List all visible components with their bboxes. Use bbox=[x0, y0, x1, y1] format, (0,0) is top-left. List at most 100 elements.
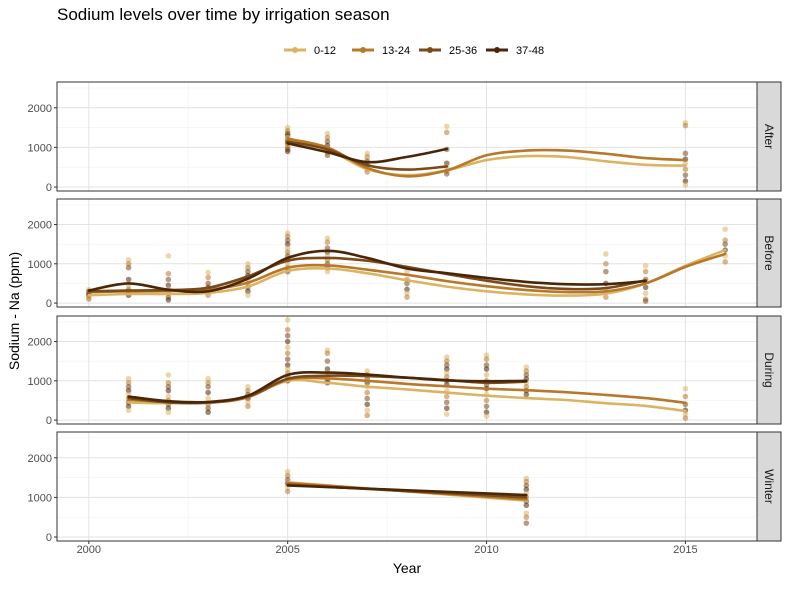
data-point bbox=[642, 268, 649, 275]
y-tick-label: 2000 bbox=[28, 103, 52, 115]
data-point bbox=[284, 237, 291, 244]
data-point bbox=[443, 405, 450, 412]
smooth-curve-13-24 bbox=[87, 252, 727, 294]
data-point bbox=[324, 152, 331, 159]
data-point bbox=[125, 407, 132, 414]
data-point bbox=[523, 486, 530, 493]
facet-strip-label: Before bbox=[762, 235, 776, 271]
data-point bbox=[125, 403, 132, 410]
data-point bbox=[205, 379, 211, 386]
data-point bbox=[324, 350, 331, 357]
data-point bbox=[284, 332, 291, 339]
data-point bbox=[284, 326, 291, 333]
data-point bbox=[523, 482, 530, 489]
legend-label: 37-48 bbox=[516, 45, 544, 57]
data-point bbox=[682, 411, 689, 417]
data-point bbox=[86, 296, 92, 302]
data-point bbox=[603, 261, 609, 267]
data-point bbox=[483, 356, 490, 363]
data-point bbox=[523, 383, 530, 390]
data-point bbox=[165, 405, 172, 412]
data-point bbox=[205, 274, 211, 281]
facet-strip bbox=[756, 431, 782, 542]
data-point bbox=[125, 379, 132, 386]
facet-strip bbox=[756, 198, 782, 308]
x-axis-title: Year bbox=[393, 560, 422, 576]
data-point bbox=[364, 395, 371, 402]
data-point bbox=[483, 372, 490, 378]
data-point bbox=[125, 387, 132, 394]
data-point bbox=[284, 472, 291, 479]
data-point bbox=[324, 134, 331, 141]
x-tick-label: 2015 bbox=[673, 544, 697, 556]
data-point bbox=[364, 368, 371, 374]
facet-strip-label: Winter bbox=[762, 469, 776, 504]
facet-panel: 0 1000 2000 During bbox=[28, 315, 782, 427]
legend-label: 13-24 bbox=[382, 45, 410, 57]
data-point bbox=[245, 264, 251, 271]
data-point bbox=[443, 354, 450, 361]
data-point bbox=[642, 298, 649, 304]
data-point bbox=[324, 130, 331, 137]
data-point bbox=[642, 262, 649, 269]
data-point bbox=[205, 376, 211, 382]
data-point bbox=[523, 391, 530, 398]
data-point bbox=[404, 294, 410, 300]
data-point bbox=[364, 412, 371, 419]
data-point bbox=[205, 405, 211, 412]
data-point bbox=[284, 245, 291, 251]
data-point bbox=[364, 407, 371, 414]
smooth-curve-37-48 bbox=[286, 484, 528, 497]
data-point bbox=[603, 268, 609, 275]
data-point bbox=[483, 397, 490, 404]
x-tick-label: 2005 bbox=[275, 544, 299, 556]
y-tick-label: 0 bbox=[46, 182, 52, 194]
chart-title: Sodium levels over time by irrigation se… bbox=[57, 5, 390, 24]
data-point bbox=[404, 280, 410, 287]
data-point bbox=[205, 383, 211, 390]
data-point bbox=[284, 476, 291, 483]
data-point bbox=[165, 276, 172, 283]
data-point bbox=[165, 409, 172, 416]
data-point bbox=[722, 226, 728, 233]
y-axis-title: Sodium - Na (ppm) bbox=[6, 252, 22, 370]
data-point bbox=[364, 154, 371, 160]
data-point bbox=[523, 372, 530, 378]
data-point bbox=[125, 264, 132, 271]
y-tick-label: 2000 bbox=[28, 337, 52, 349]
data-point bbox=[443, 411, 450, 417]
data-point bbox=[125, 383, 132, 390]
smooth-curve-0-12 bbox=[87, 248, 727, 297]
data-point bbox=[642, 290, 649, 297]
data-point bbox=[284, 366, 291, 372]
smooth-curve-37-48 bbox=[87, 249, 647, 294]
panel-background bbox=[57, 82, 757, 191]
facet-strip-label: During bbox=[762, 352, 776, 387]
y-tick-label: 2000 bbox=[28, 220, 52, 232]
data-point bbox=[245, 268, 251, 275]
data-point bbox=[165, 282, 172, 289]
data-point bbox=[245, 399, 251, 406]
data-point bbox=[443, 171, 450, 177]
data-point bbox=[165, 297, 172, 303]
data-point bbox=[523, 510, 530, 517]
data-point bbox=[245, 292, 251, 299]
data-point bbox=[324, 358, 331, 364]
x-tick-label: 2000 bbox=[77, 544, 101, 556]
data-point bbox=[284, 148, 291, 155]
data-point bbox=[284, 344, 291, 351]
data-point bbox=[364, 389, 371, 396]
data-point bbox=[404, 290, 410, 297]
data-point bbox=[245, 261, 251, 267]
data-point bbox=[205, 269, 211, 276]
y-tick-label: 0 bbox=[46, 298, 52, 310]
data-point bbox=[165, 372, 172, 378]
data-point bbox=[284, 233, 291, 240]
data-point bbox=[682, 150, 689, 157]
data-point bbox=[483, 362, 490, 368]
data-point bbox=[284, 249, 291, 255]
data-point bbox=[682, 385, 689, 392]
facet-panels: 0 1000 2000 After 0 1000 2000 Before 0 1000 2000 Du… bbox=[28, 81, 782, 556]
data-point bbox=[205, 395, 211, 402]
